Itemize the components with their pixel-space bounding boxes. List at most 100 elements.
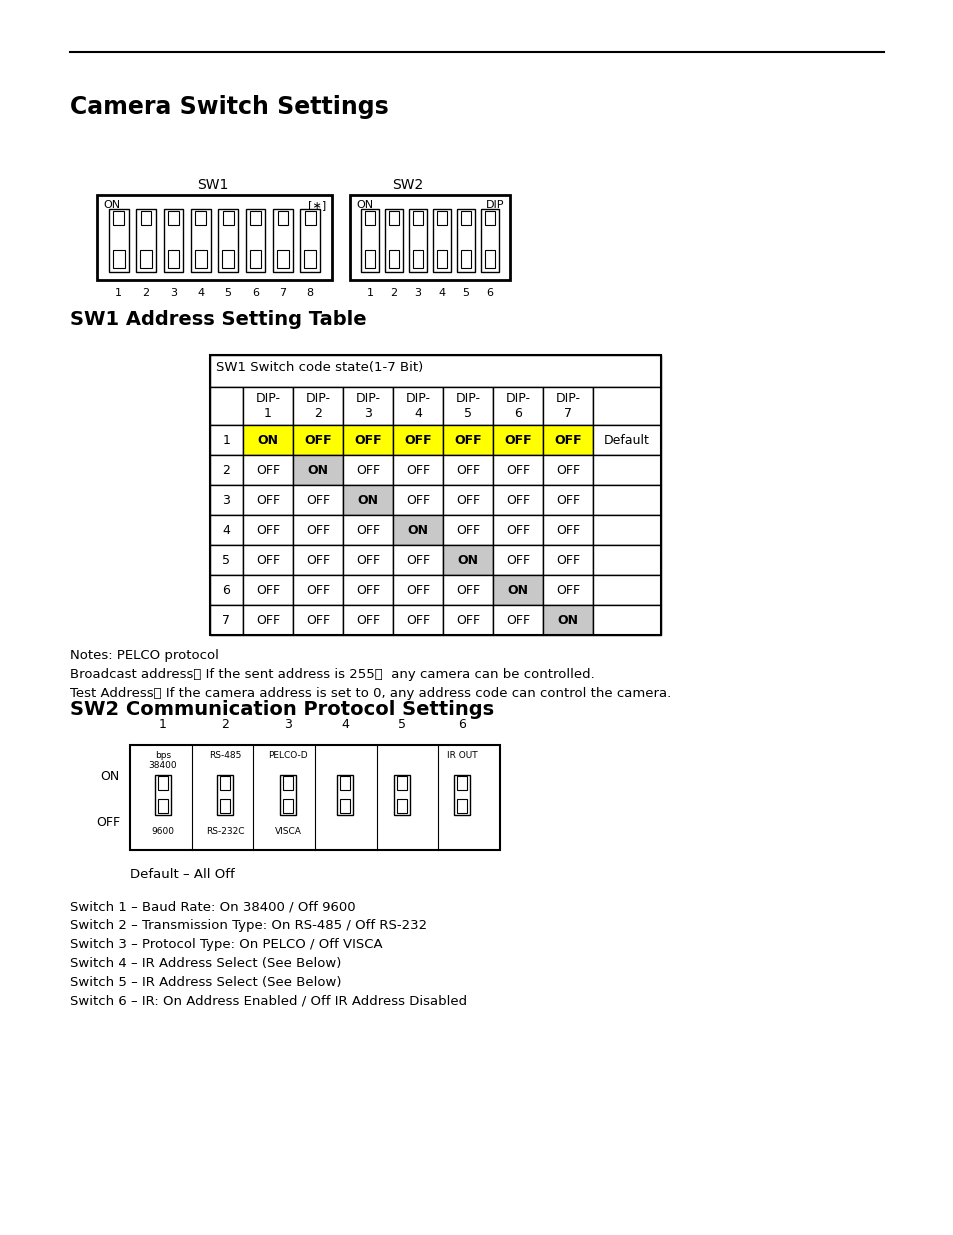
Bar: [293, 425, 343, 454]
Text: OFF: OFF: [554, 433, 581, 447]
Text: 4: 4: [222, 524, 231, 536]
Bar: [542, 515, 593, 545]
Text: OFF: OFF: [306, 553, 330, 567]
Text: OFF: OFF: [404, 433, 432, 447]
Bar: [593, 605, 660, 635]
Text: OFF: OFF: [255, 524, 280, 536]
Text: DIP: DIP: [485, 200, 503, 210]
Text: 1: 1: [115, 288, 122, 298]
Bar: [195, 211, 206, 225]
Text: OFF: OFF: [406, 614, 430, 626]
Bar: [280, 776, 295, 815]
Bar: [542, 605, 593, 635]
Bar: [293, 485, 343, 515]
Bar: [542, 545, 593, 576]
Bar: [210, 454, 243, 485]
Text: OFF: OFF: [456, 583, 479, 597]
Text: Camera Switch Settings: Camera Switch Settings: [70, 95, 388, 119]
Bar: [250, 251, 261, 268]
Bar: [276, 251, 289, 268]
Bar: [216, 776, 233, 815]
Text: OFF: OFF: [306, 614, 330, 626]
Bar: [442, 425, 493, 454]
Text: OFF: OFF: [456, 614, 479, 626]
Bar: [210, 354, 660, 387]
Text: OFF: OFF: [556, 494, 579, 506]
Text: ON: ON: [355, 200, 373, 210]
Text: OFF: OFF: [556, 553, 579, 567]
Text: 6: 6: [252, 288, 259, 298]
Text: 2: 2: [221, 718, 229, 731]
Text: 1: 1: [366, 288, 374, 298]
Bar: [210, 515, 243, 545]
Text: OFF: OFF: [454, 433, 481, 447]
Bar: [343, 454, 393, 485]
Bar: [442, 515, 493, 545]
Bar: [493, 545, 542, 576]
Text: SW2: SW2: [392, 178, 423, 191]
Bar: [493, 485, 542, 515]
Text: 2: 2: [142, 288, 150, 298]
Bar: [542, 425, 593, 454]
Text: OFF: OFF: [556, 583, 579, 597]
Bar: [210, 576, 243, 605]
Bar: [454, 776, 470, 815]
Bar: [293, 576, 343, 605]
Text: OFF: OFF: [306, 494, 330, 506]
Text: OFF: OFF: [255, 614, 280, 626]
Bar: [393, 485, 442, 515]
Text: RS-485: RS-485: [209, 751, 241, 760]
Text: ON: ON: [457, 553, 478, 567]
Text: OFF: OFF: [505, 553, 530, 567]
Bar: [304, 251, 315, 268]
Text: Switch 5 – IR Address Select (See Below): Switch 5 – IR Address Select (See Below): [70, 976, 341, 989]
Bar: [136, 209, 155, 272]
Text: Test Address： If the camera address is set to 0, any address code can control th: Test Address： If the camera address is s…: [70, 687, 671, 700]
Bar: [343, 485, 393, 515]
Bar: [493, 576, 542, 605]
Bar: [97, 195, 332, 280]
Text: 3: 3: [170, 288, 176, 298]
Bar: [154, 776, 171, 815]
Text: OFF: OFF: [456, 494, 479, 506]
Text: ON: ON: [407, 524, 428, 536]
Bar: [113, 211, 124, 225]
Text: 6: 6: [457, 718, 465, 731]
Bar: [343, 387, 393, 425]
Bar: [389, 251, 398, 268]
Text: 1: 1: [159, 718, 167, 731]
Text: IR OUT: IR OUT: [446, 751, 476, 760]
Bar: [340, 776, 350, 790]
Text: 8: 8: [307, 288, 314, 298]
Bar: [393, 454, 442, 485]
Bar: [222, 251, 233, 268]
Text: OFF: OFF: [255, 494, 280, 506]
Bar: [456, 799, 466, 813]
Bar: [283, 799, 293, 813]
Bar: [293, 387, 343, 425]
Bar: [243, 605, 293, 635]
Bar: [484, 251, 495, 268]
Bar: [460, 211, 470, 225]
Bar: [413, 251, 423, 268]
Text: DIP-
1: DIP- 1: [255, 391, 280, 420]
Bar: [493, 425, 542, 454]
Text: OFF: OFF: [456, 463, 479, 477]
Text: OFF: OFF: [505, 524, 530, 536]
Text: OFF: OFF: [255, 463, 280, 477]
Text: 5: 5: [462, 288, 469, 298]
Text: RS-232C: RS-232C: [206, 827, 244, 836]
Bar: [220, 799, 230, 813]
Text: OFF: OFF: [306, 583, 330, 597]
Bar: [277, 211, 288, 225]
Text: ON: ON: [103, 200, 120, 210]
Text: OFF: OFF: [406, 583, 430, 597]
Bar: [243, 515, 293, 545]
Bar: [218, 209, 238, 272]
Text: OFF: OFF: [355, 583, 379, 597]
Text: OFF: OFF: [355, 614, 379, 626]
Text: ON: ON: [257, 433, 278, 447]
Bar: [163, 209, 183, 272]
Text: ON: ON: [101, 771, 120, 783]
Text: 3: 3: [284, 718, 292, 731]
